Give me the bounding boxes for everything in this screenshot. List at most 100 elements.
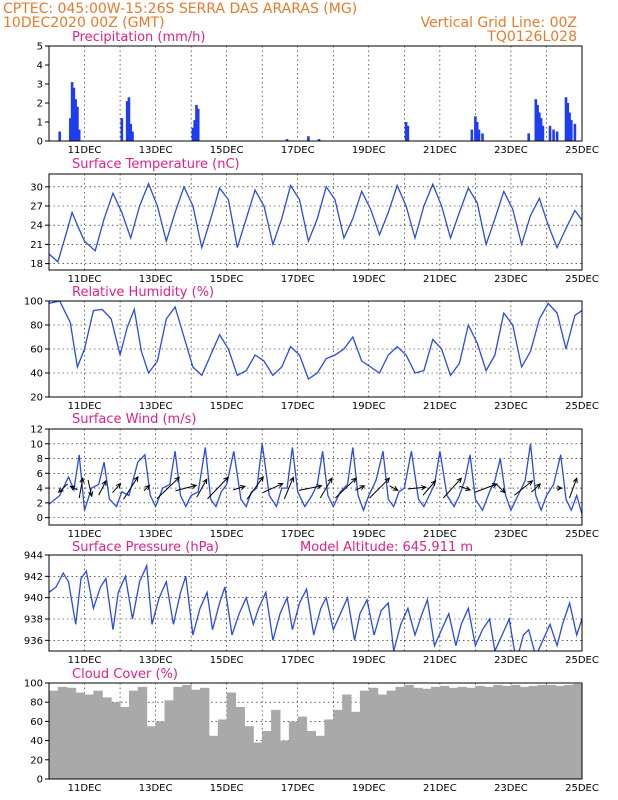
wind-vector	[407, 484, 427, 491]
cloud-bar	[182, 684, 192, 779]
wind-ytick-label: 6	[37, 469, 43, 480]
wind-vector-shaft	[298, 485, 322, 491]
wind-vector	[459, 485, 472, 492]
wind-vector-head	[456, 477, 463, 484]
wind-vector-head	[316, 484, 323, 490]
wind-vector	[556, 485, 563, 491]
cloud-bar	[519, 686, 530, 779]
precipitation-panel: Precipitation (mm/h) 0 1 2 3 4 5 11DEC 13DEC 15D…	[37, 30, 599, 156]
cloud-bar	[537, 684, 547, 779]
precip-xtick-label: 17DEC	[281, 145, 315, 156]
cloud-bar	[57, 686, 68, 779]
wind-vector	[143, 484, 151, 492]
precip-bar	[538, 112, 541, 141]
wind-vector-head	[527, 480, 534, 486]
precip-ytick-label: 5	[37, 42, 43, 53]
wind-ytick-label: 12	[30, 425, 43, 436]
precip-bar	[527, 133, 530, 141]
wind-vector	[207, 476, 229, 500]
cloud-bar	[102, 697, 112, 779]
wind-vector	[495, 483, 506, 494]
wind-vector-head	[174, 476, 181, 483]
wind-vector-head	[69, 485, 76, 491]
pressure-ytick-label: 942	[24, 572, 43, 583]
temp-ytick-label: 30	[30, 182, 43, 193]
precip-ytick-label: 1	[37, 118, 43, 129]
temp-plot-area	[49, 181, 582, 263]
precip-xtick-label: 25DEC	[565, 145, 599, 156]
wind-title: Surface Wind (m/s)	[72, 412, 196, 427]
cloud-xtick-label: 21DEC	[423, 783, 457, 794]
cloud-bar	[395, 686, 405, 779]
temperature-title: Surface Temperature (nC)	[72, 157, 240, 172]
wind-vector	[156, 476, 181, 500]
rh-xtick-label: 13DEC	[139, 401, 173, 412]
wind-xtick-label: 23DEC	[494, 529, 528, 540]
wind-frame	[48, 428, 583, 526]
wind-vector-shaft	[58, 483, 69, 493]
cloud-bar	[155, 721, 165, 779]
pressure-ytick-label: 936	[24, 636, 43, 647]
wind-vector-head	[289, 476, 295, 483]
precip-bar	[131, 131, 134, 141]
rh-frame	[48, 300, 583, 398]
pressure-panel: Surface Pressure (hPa) Model Altitude: 6…	[24, 540, 599, 666]
precip-bar	[470, 129, 474, 141]
cloud-bar	[564, 684, 574, 779]
precip-xtick-label: 23DEC	[494, 145, 528, 156]
precip-bar	[474, 116, 477, 141]
cloud-ytick-label: 20	[30, 755, 43, 766]
header-station: CPTEC: 045:00W-15:26S SERRA DAS ARARAS (…	[3, 1, 357, 17]
wind-vector-shaft	[389, 485, 398, 491]
wind-xtick-label: 25DEC	[565, 529, 599, 540]
temp-xtick-label: 17DEC	[281, 274, 315, 285]
precip-ytick-label: 3	[37, 80, 43, 91]
pressure-xtick-label: 11DEC	[68, 655, 102, 666]
wind-vector-shaft	[196, 478, 208, 498]
wind-vector-shaft	[514, 480, 533, 496]
precip-bar	[74, 99, 77, 141]
wind-vector-shaft	[175, 484, 197, 492]
precip-bar	[536, 104, 539, 141]
cloud-bar	[111, 702, 121, 779]
cloud-bar	[164, 700, 174, 779]
wind-vector-head	[392, 485, 399, 491]
cloud-bar	[297, 716, 308, 779]
cloud-bar	[208, 735, 219, 779]
precip-ytick-label: 0	[37, 137, 43, 148]
wind-vector-shaft	[569, 478, 578, 499]
temp-ytick-label: 27	[30, 202, 43, 213]
cloud-ytick-label: 100	[24, 679, 43, 690]
cloud-bar	[404, 684, 414, 779]
cloud-bar	[413, 687, 423, 779]
precip-frame	[48, 45, 583, 142]
humidity-title: Relative Humidity (%)	[72, 285, 214, 300]
wind-vector-head	[191, 483, 198, 489]
wind-vector	[335, 477, 357, 499]
temp-xtick-label: 13DEC	[139, 274, 173, 285]
wind-vector-head	[258, 475, 264, 482]
cloud-xtick-label: 19DEC	[352, 783, 386, 794]
wind-vector	[355, 485, 366, 491]
cloud-bar	[448, 687, 459, 779]
temp-frame	[48, 173, 583, 271]
rh-xtick-label: 23DEC	[494, 401, 528, 412]
wind-vector	[442, 477, 463, 499]
temp-xtick-label: 11DEC	[68, 274, 102, 285]
cloud-bar	[226, 692, 237, 779]
temp-ytick-label: 21	[30, 240, 43, 251]
precip-bar	[127, 97, 131, 141]
cloud-bar	[546, 684, 556, 779]
wind-vector-head	[57, 487, 64, 493]
cloud-ytick-label: 0	[37, 775, 43, 786]
wind-vector	[233, 485, 247, 491]
wind-vector-shaft	[98, 480, 107, 496]
rh-xtick-label: 15DEC	[210, 401, 244, 412]
wind-vector-head	[239, 485, 247, 491]
wind-xtick-label: 13DEC	[139, 529, 173, 540]
cloud-frame	[48, 682, 583, 780]
wind-vector-shaft	[475, 483, 498, 493]
wind-vector	[389, 485, 399, 491]
wind-vector-shaft	[70, 485, 78, 491]
temp-series-line	[49, 181, 582, 263]
